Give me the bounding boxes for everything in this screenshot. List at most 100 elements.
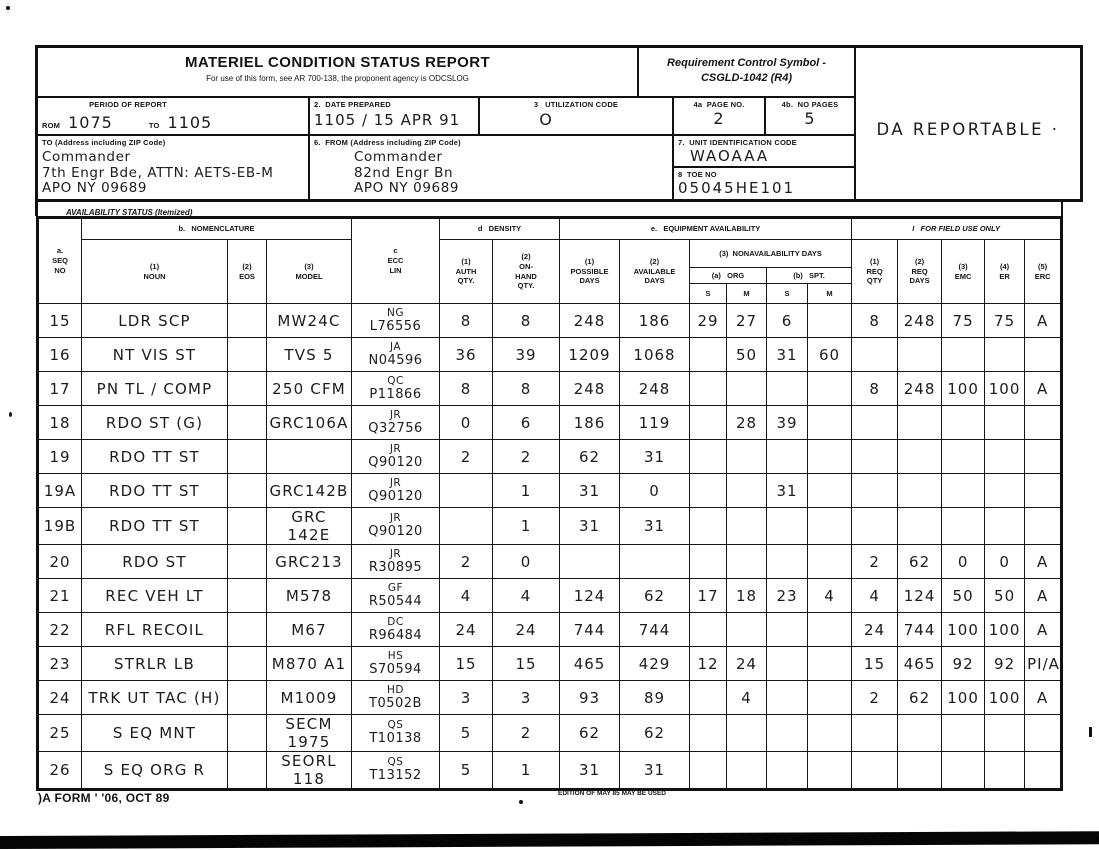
ecc-prefix: NG bbox=[387, 306, 405, 319]
cell-req-days: 744 bbox=[897, 612, 943, 647]
cell-model: M1009 bbox=[265, 680, 353, 715]
lin-value: Q90120 bbox=[368, 524, 423, 539]
cell-available-days: 186 bbox=[619, 303, 691, 338]
col-header-eos: (2) EOS bbox=[227, 239, 267, 304]
cell-req-qty: 8 bbox=[851, 303, 899, 338]
cell-seq: 16 bbox=[37, 337, 82, 372]
cell-org-m bbox=[726, 544, 768, 579]
cell-on-hand-qty: 4 bbox=[492, 578, 561, 613]
cell-erc: A bbox=[1024, 544, 1063, 579]
cell-seq: 25 bbox=[37, 714, 82, 752]
lin-value: R96484 bbox=[368, 627, 423, 643]
cell-auth-qty: 24 bbox=[439, 612, 494, 647]
cell-req-qty: 8 bbox=[851, 371, 899, 406]
cell-on-hand-qty: 2 bbox=[492, 714, 561, 752]
cell-eos bbox=[227, 612, 267, 647]
table-row: 19 RDO TT ST JR Q90120 2 2 62 31 bbox=[37, 439, 1063, 474]
cell-spt-m bbox=[807, 751, 853, 790]
form-header-left: MATERIEL CONDITION STATUS REPORT For use… bbox=[38, 48, 856, 199]
ecc-prefix: JR bbox=[389, 512, 402, 524]
cell-req-qty bbox=[851, 751, 899, 790]
cell-spt-m bbox=[807, 507, 853, 545]
cell-er: 92 bbox=[984, 646, 1026, 681]
scan-artifact-bar bbox=[0, 831, 1099, 849]
cell-emc: 100 bbox=[941, 371, 986, 406]
lin-value: N04596 bbox=[368, 352, 423, 368]
no-pages-label: 4b. NO PAGES bbox=[781, 100, 839, 109]
cell-spt-s: 31 bbox=[766, 473, 809, 508]
cell-er: 0 bbox=[984, 544, 1026, 579]
cell-noun: NT VIS ST bbox=[81, 337, 228, 372]
cell-spt-s: 39 bbox=[766, 405, 809, 440]
uic-label: 7. UNIT IDENTIFICATION CODE bbox=[678, 138, 797, 147]
cell-spt-m bbox=[807, 544, 853, 579]
from-address-line: Commander bbox=[354, 149, 443, 165]
cell-emc: 50 bbox=[941, 578, 986, 613]
cell-model: M578 bbox=[265, 578, 353, 613]
col-header-er: (4) ER bbox=[984, 239, 1026, 304]
cell-possible-days: 62 bbox=[559, 714, 621, 752]
cell-ecc: JR Q32756 bbox=[351, 405, 441, 440]
cell-spt-s: 23 bbox=[766, 578, 809, 613]
utilization-label: 3 UTILIZATION CODE bbox=[533, 100, 619, 109]
form-title-box: MATERIEL CONDITION STATUS REPORT For use… bbox=[38, 48, 639, 96]
cell-seq: 20 bbox=[37, 544, 82, 579]
cell-emc: 92 bbox=[941, 646, 986, 681]
page-no-value: 2 bbox=[713, 109, 725, 128]
cell-org-m bbox=[726, 751, 768, 790]
table-row: 20 RDO ST GRC213 JR R30895 2 0 2 62 0 0 A bbox=[37, 544, 1063, 579]
cell-seq: 22 bbox=[37, 612, 82, 647]
cell-org-m bbox=[726, 714, 768, 752]
cell-ecc: JR Q90120 bbox=[351, 439, 441, 474]
form-subtitle: For use of this form, see AR 700-138, th… bbox=[206, 74, 469, 83]
cell-auth-qty bbox=[439, 473, 494, 508]
cell-seq: 26 bbox=[37, 751, 82, 790]
cell-possible-days: 744 bbox=[559, 612, 621, 647]
cell-noun: S EQ ORG R bbox=[81, 751, 228, 790]
table-header: a. SEQ NO b. NOMENCLATURE c ECC LIN d DE… bbox=[37, 217, 1063, 304]
ecc-prefix: HD bbox=[387, 683, 404, 696]
cell-ecc: QC P11866 bbox=[351, 371, 441, 406]
table-body: 15 LDR SCP MW24C NG L76556 8 8 248 186 29 27 6 8 248 7… bbox=[37, 303, 1063, 790]
lin-value: Q90120 bbox=[368, 488, 423, 504]
cell-org-s bbox=[689, 371, 728, 406]
cell-possible-days: 248 bbox=[559, 371, 621, 406]
cell-org-s bbox=[689, 439, 728, 474]
cell-model: SECM 1975 bbox=[265, 714, 353, 752]
uic-value: WAOAAA bbox=[690, 147, 770, 165]
cell-er: 100 bbox=[984, 371, 1026, 406]
col-header-req-qty: (1) REQ QTY bbox=[851, 239, 899, 304]
cell-erc bbox=[1024, 751, 1063, 790]
cell-ecc: QS T13152 bbox=[351, 751, 441, 790]
cell-emc bbox=[941, 439, 986, 474]
cell-er bbox=[984, 473, 1026, 508]
col-header-ecc-lin: c ECC LIN bbox=[351, 217, 441, 304]
utilization-code-box: 3 UTILIZATION CODE O bbox=[480, 98, 674, 134]
cell-req-qty bbox=[851, 507, 899, 545]
cell-on-hand-qty: 1 bbox=[492, 507, 561, 545]
form-footer: )A FORM ' '06, OCT 89 EDITION OF MAY 85 … bbox=[38, 789, 1062, 807]
cell-model: GRC213 bbox=[265, 544, 353, 579]
cell-noun: RDO ST bbox=[81, 544, 228, 579]
cell-er bbox=[984, 751, 1026, 790]
cell-erc: PI/A bbox=[1024, 646, 1063, 681]
cell-erc bbox=[1024, 337, 1063, 372]
cell-erc bbox=[1024, 405, 1063, 440]
cell-model: TVS 5 bbox=[265, 337, 353, 372]
cell-erc bbox=[1024, 473, 1063, 508]
lin-value: Q90120 bbox=[368, 454, 423, 470]
cell-ecc: JR Q90120 bbox=[351, 473, 441, 508]
cell-auth-qty: 8 bbox=[439, 303, 494, 338]
cell-er bbox=[984, 337, 1026, 372]
cell-org-s bbox=[689, 612, 728, 647]
to-address-label: TO (Address including ZIP Code) bbox=[42, 138, 166, 147]
cell-er: 100 bbox=[984, 612, 1026, 647]
cell-spt-s bbox=[766, 439, 809, 474]
cell-req-days bbox=[897, 473, 943, 508]
from-address-box: 6. FROM (Address including ZIP Code) Com… bbox=[310, 136, 674, 199]
cell-erc: A bbox=[1024, 612, 1063, 647]
table-row: 17 PN TL / COMP 250 CFM QC P11866 8 8 248 248 8 24… bbox=[37, 371, 1063, 406]
cell-ecc: JA N04596 bbox=[351, 337, 441, 372]
table-row: 15 LDR SCP MW24C NG L76556 8 8 248 186 29 27 6 8 248 7… bbox=[37, 303, 1063, 338]
